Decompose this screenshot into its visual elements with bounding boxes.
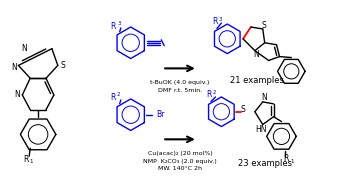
Text: 1: 1 (29, 160, 33, 164)
Text: 2: 2 (117, 92, 121, 98)
Text: N: N (11, 63, 17, 72)
Text: Br: Br (156, 110, 165, 119)
Text: S: S (261, 21, 266, 29)
Text: N: N (261, 93, 267, 102)
Text: R: R (206, 91, 211, 99)
Text: N: N (21, 44, 27, 53)
Text: 23 examples: 23 examples (238, 160, 292, 168)
Text: 1: 1 (291, 159, 294, 163)
Text: R: R (110, 93, 116, 102)
Text: S: S (241, 105, 245, 114)
Text: Cu(acac)₂ (20 mol%): Cu(acac)₂ (20 mol%) (147, 151, 212, 156)
Text: R: R (284, 153, 289, 163)
Text: R: R (24, 155, 29, 163)
Text: N: N (15, 91, 20, 99)
Text: R: R (110, 22, 116, 30)
Text: HN: HN (255, 125, 267, 134)
Text: NMP  K₂CO₃ (2.0 equiv.): NMP K₂CO₃ (2.0 equiv.) (143, 159, 217, 163)
Text: S: S (60, 61, 65, 70)
Text: 3: 3 (117, 21, 121, 26)
Text: R: R (212, 17, 217, 26)
Text: t-BuOK (4.0 equiv.): t-BuOK (4.0 equiv.) (150, 80, 210, 85)
Text: 2: 2 (213, 90, 216, 94)
Text: DMF r.t. 5min.: DMF r.t. 5min. (158, 88, 202, 93)
Text: N: N (253, 50, 259, 59)
Text: 21 examples: 21 examples (230, 76, 284, 85)
Text: 3: 3 (218, 17, 222, 22)
Text: MW. 140°C 2h: MW. 140°C 2h (158, 166, 202, 171)
